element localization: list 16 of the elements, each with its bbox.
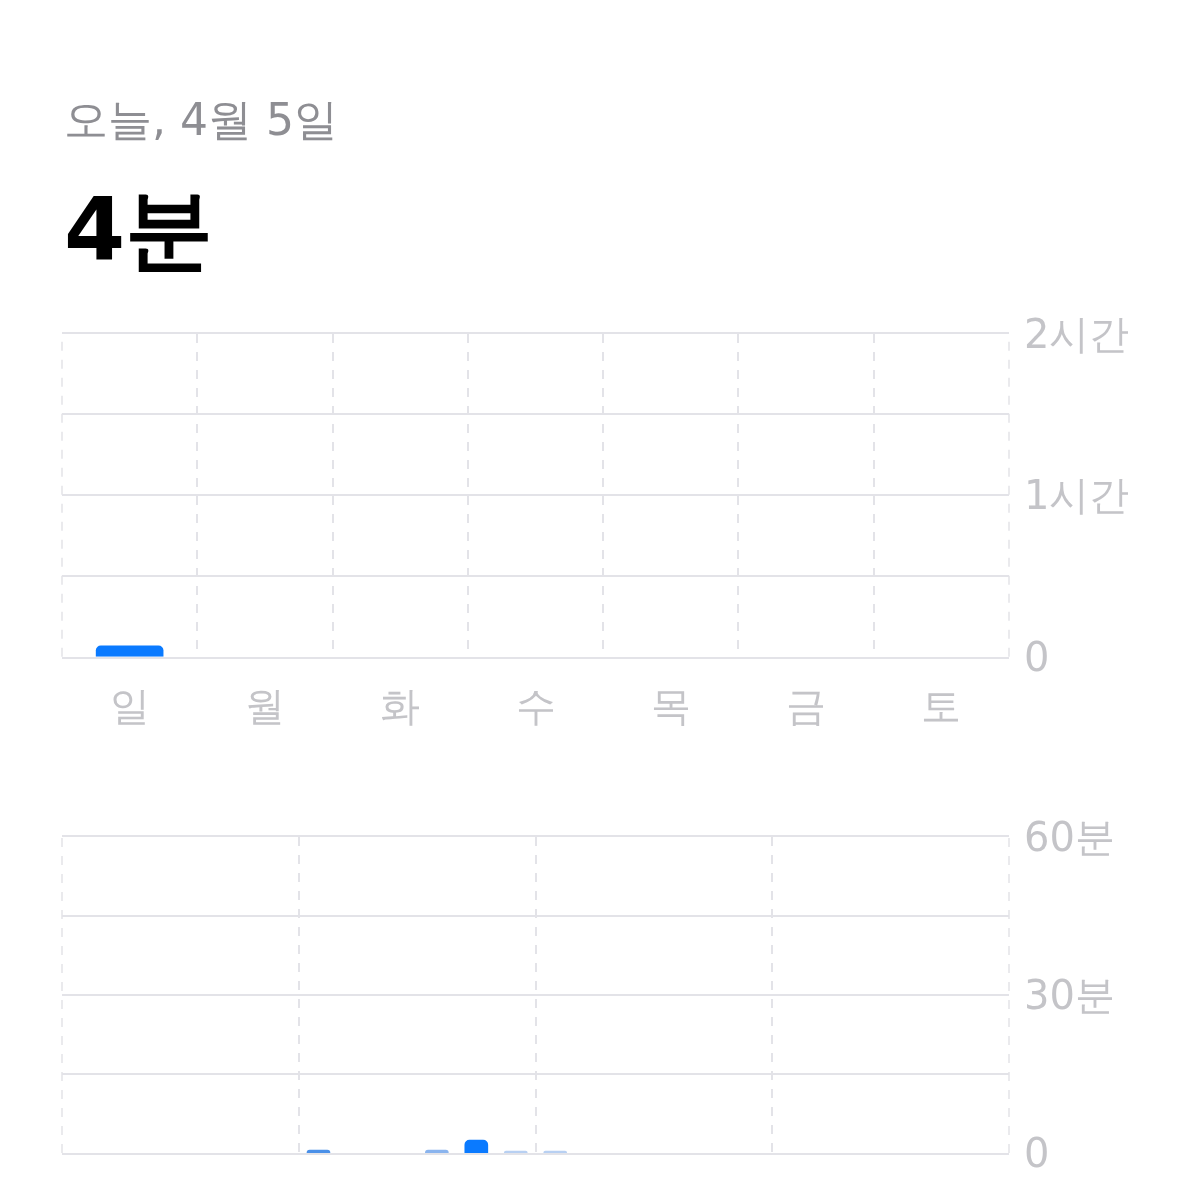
y-tick-label: 60분 — [1024, 813, 1115, 860]
chart-title: 오늘, 4월 5일 — [64, 94, 338, 145]
x-tick-label: 목 — [650, 683, 691, 730]
bar — [464, 1139, 489, 1153]
x-tick-label: 토 — [921, 683, 962, 730]
x-tick-label: 월 — [244, 683, 285, 730]
x-tick-label: 일 — [109, 683, 150, 730]
chart-subtitle: 4분 — [64, 178, 214, 281]
x-tick-label: 화 — [380, 683, 421, 730]
x-tick-label: 금 — [786, 683, 827, 730]
y-tick-label: 2시간 — [1024, 310, 1130, 357]
x-tick-label: 수 — [515, 683, 556, 730]
y-tick-label: 1시간 — [1024, 472, 1130, 519]
y-tick-label: 0 — [1024, 1129, 1050, 1176]
y-tick-label: 30분 — [1024, 971, 1115, 1018]
y-tick-label: 0 — [1024, 633, 1050, 680]
